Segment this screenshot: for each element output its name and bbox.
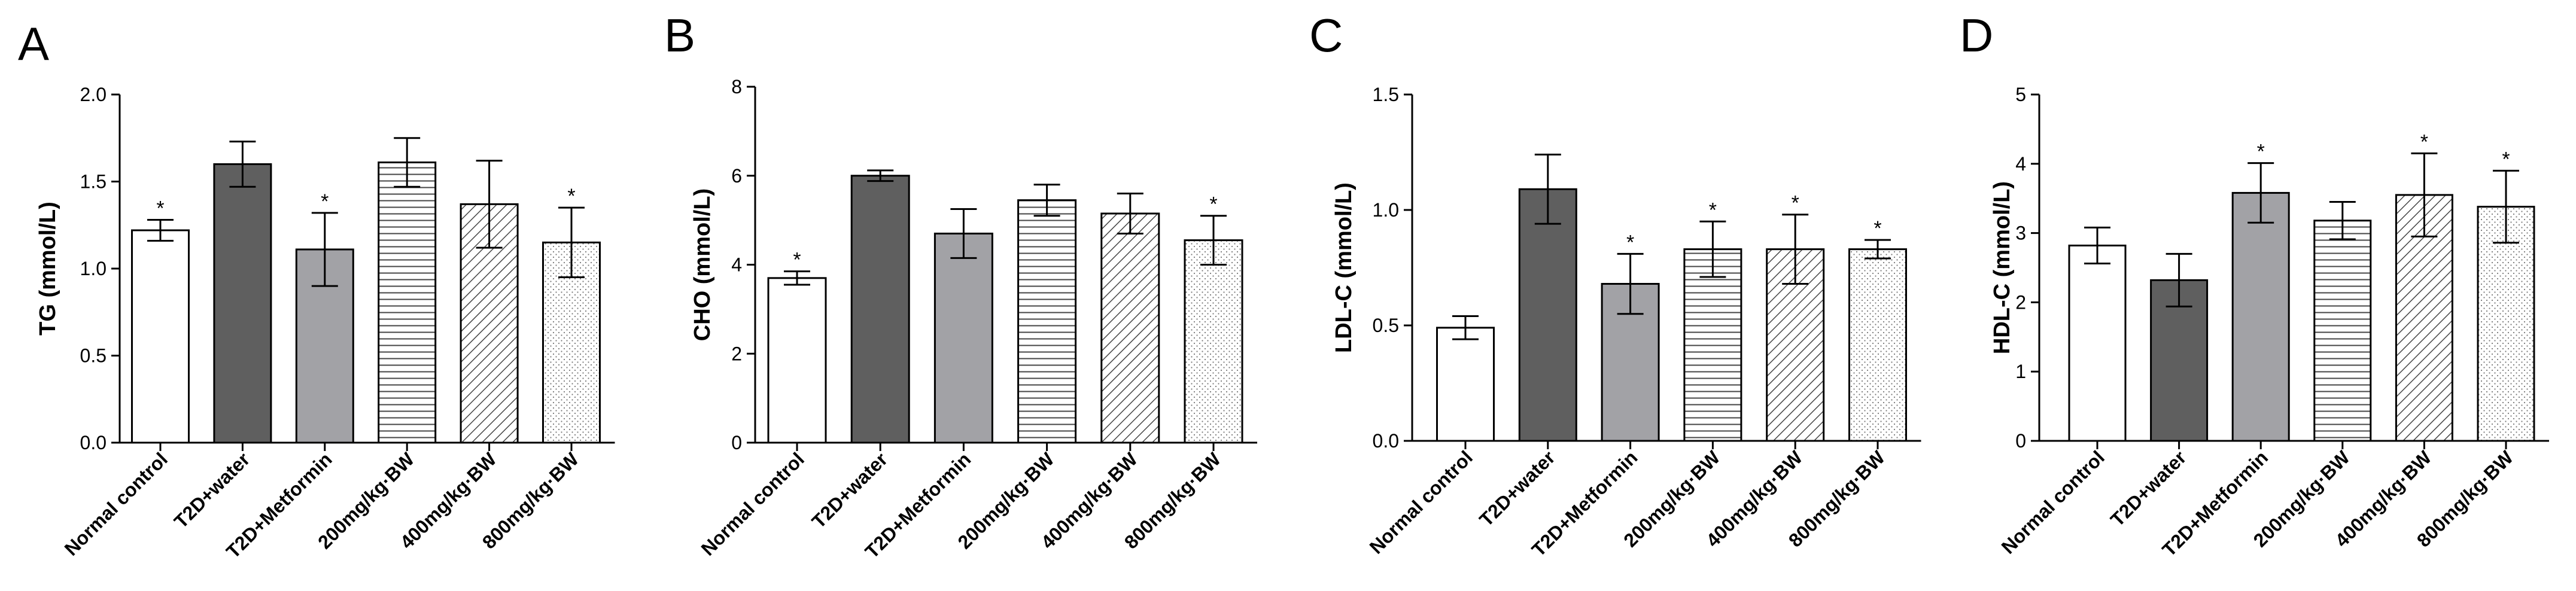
y-tick-label: 6 xyxy=(731,165,742,187)
y-tick-label: 4 xyxy=(731,254,742,276)
y-tick-label: 8 xyxy=(731,76,742,98)
y-tick-label: 0 xyxy=(2015,430,2026,452)
panel-label: D xyxy=(1960,9,1993,62)
bar xyxy=(1184,239,1243,444)
bar xyxy=(378,161,437,444)
y-tick-label: 0.5 xyxy=(80,345,107,367)
y-tick-label: 1.0 xyxy=(1373,199,1399,221)
significance-marker: * xyxy=(2257,141,2265,163)
x-tick-label: Normal control xyxy=(697,448,808,559)
y-axis-label: LDL-C (mmol/L) xyxy=(1331,182,1357,353)
bar xyxy=(1518,188,1577,442)
bar xyxy=(850,175,910,444)
significance-marker: * xyxy=(321,190,329,213)
y-tick-label: 0.0 xyxy=(80,432,107,453)
significance-marker: * xyxy=(2420,130,2428,153)
significance-marker: * xyxy=(1709,199,1717,221)
y-axis-label: HDL-C (mmol/L) xyxy=(1990,181,2015,354)
y-tick-label: 1.0 xyxy=(80,258,107,279)
x-tick-label: T2D+water xyxy=(2106,446,2191,531)
bar xyxy=(1100,212,1160,444)
y-tick-label: 2 xyxy=(2015,291,2026,313)
panel-label: B xyxy=(664,9,695,62)
y-tick-label: 2.0 xyxy=(80,84,107,105)
bar xyxy=(1436,327,1495,442)
bar xyxy=(2395,194,2453,442)
bar xyxy=(2313,220,2372,442)
y-tick-label: 1.5 xyxy=(80,171,107,193)
y-tick-label: 2 xyxy=(731,343,742,364)
panel-c: C LDL-C (mmol/L) 0.0 0.5 1.0 1.5 Normal cont… xyxy=(1309,9,1921,560)
y-tick-label: 4 xyxy=(2015,153,2026,175)
bar xyxy=(1017,199,1077,444)
y-tick-label: 0.0 xyxy=(1373,430,1399,452)
y-tick-label: 5 xyxy=(2015,84,2026,105)
x-tick-label: Normal control xyxy=(60,448,172,559)
y-tick-label: 0 xyxy=(731,432,742,453)
y-tick-label: 3 xyxy=(2015,223,2026,244)
significance-marker: * xyxy=(793,249,801,272)
x-tick-label: T2D+water xyxy=(170,448,254,532)
bar xyxy=(213,163,272,444)
significance-marker: * xyxy=(1626,231,1634,254)
panel-label: A xyxy=(18,17,49,70)
bar xyxy=(767,277,827,444)
y-tick-label: 0.5 xyxy=(1373,315,1399,336)
significance-marker: * xyxy=(1792,192,1799,215)
x-tick-label: Normal control xyxy=(1997,446,2109,558)
panel-b: B CHO (mmol/L) 0 2 4 6 8 * Normal controlT2D+w… xyxy=(664,9,1257,562)
bar xyxy=(1683,248,1742,442)
bar xyxy=(2231,191,2290,442)
significance-marker: * xyxy=(567,185,575,208)
significance-marker: * xyxy=(156,197,164,220)
bar xyxy=(131,229,190,444)
bar xyxy=(1848,248,1907,442)
panel-a: A TG (mmol/L) 0.0 0.5 1.0 1.5 2.0 * Normal con… xyxy=(18,17,615,562)
x-tick-label: T2D+water xyxy=(1475,446,1559,531)
y-tick-label: 1.5 xyxy=(1373,84,1399,105)
panel-d: D HDL-C (mmol/L) 0 1 2 3 4 5 Normal controlT2D… xyxy=(1960,9,2549,560)
y-axis-label: CHO (mmol/L) xyxy=(690,188,715,341)
panel-label: C xyxy=(1309,9,1343,62)
x-tick-label: T2D+water xyxy=(808,448,892,532)
bar xyxy=(2068,244,2127,442)
x-tick-label: Normal control xyxy=(1365,446,1477,558)
significance-marker: * xyxy=(1874,217,1881,240)
y-tick-label: 1 xyxy=(2015,361,2026,382)
bar xyxy=(933,232,993,444)
significance-marker: * xyxy=(2502,148,2510,170)
y-axis-label: TG (mmol/L) xyxy=(35,202,60,336)
significance-marker: * xyxy=(1209,193,1217,216)
